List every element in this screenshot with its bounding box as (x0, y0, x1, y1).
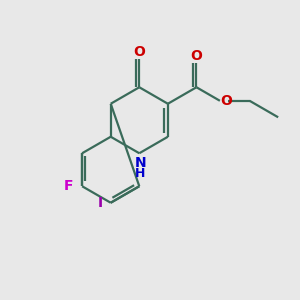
Text: H: H (135, 167, 146, 180)
Text: O: O (134, 45, 145, 59)
Text: N: N (134, 156, 146, 170)
Text: O: O (220, 94, 232, 108)
Text: F: F (63, 179, 73, 193)
Text: O: O (190, 49, 202, 62)
Text: I: I (98, 196, 103, 210)
